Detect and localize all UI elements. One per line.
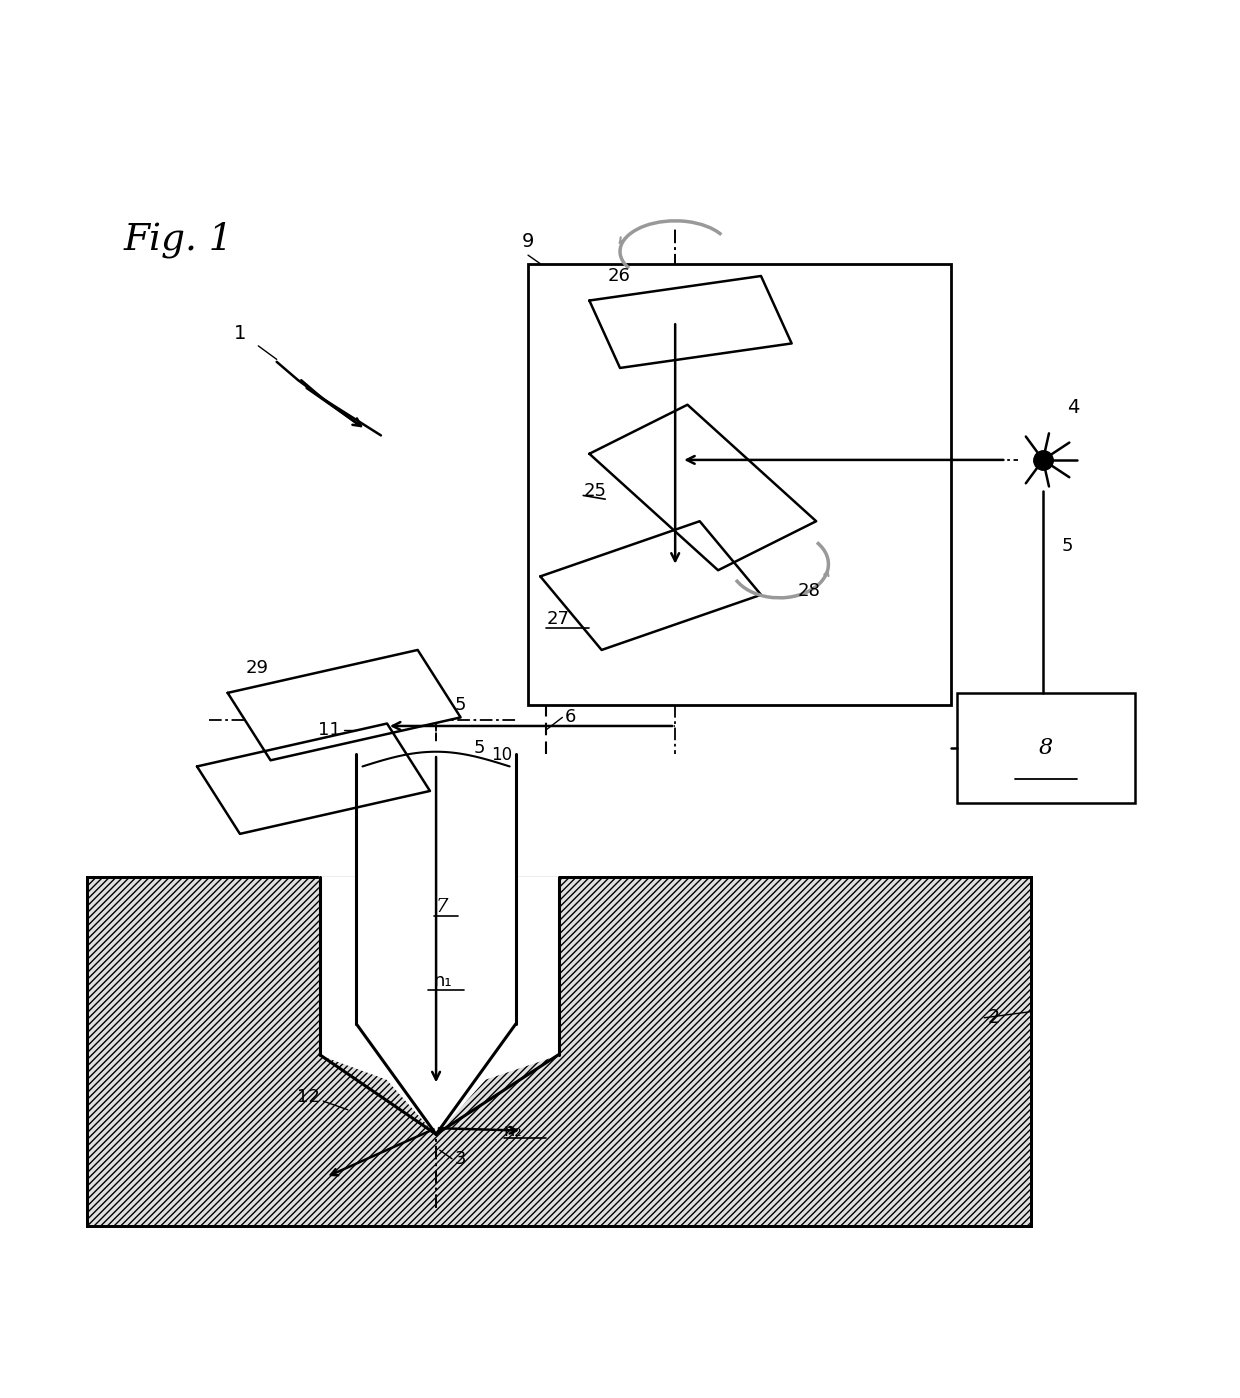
Bar <box>957 693 1135 804</box>
Text: 26: 26 <box>608 267 631 285</box>
Text: n₁: n₁ <box>433 972 451 990</box>
Text: 7: 7 <box>436 899 449 917</box>
Text: 5: 5 <box>455 696 466 714</box>
Text: 6: 6 <box>565 709 577 727</box>
Text: 5: 5 <box>1061 537 1073 555</box>
Text: 8: 8 <box>1039 737 1053 759</box>
Text: 2: 2 <box>988 1008 1001 1028</box>
Text: 25: 25 <box>583 481 606 499</box>
Text: n₂: n₂ <box>503 1121 522 1139</box>
Text: 29: 29 <box>246 660 269 678</box>
Text: 27: 27 <box>547 611 569 628</box>
Text: 10: 10 <box>491 745 512 763</box>
Text: 28: 28 <box>797 582 821 600</box>
Polygon shape <box>228 650 460 761</box>
Text: 5: 5 <box>474 740 485 758</box>
Polygon shape <box>589 405 816 570</box>
Text: 3: 3 <box>455 1149 466 1167</box>
Polygon shape <box>589 275 791 368</box>
Text: 9: 9 <box>522 232 534 252</box>
Text: 4: 4 <box>1068 398 1080 417</box>
Text: Fig. 1: Fig. 1 <box>124 221 233 257</box>
Bar <box>87 877 1030 1226</box>
Bar <box>87 877 1030 1226</box>
Polygon shape <box>320 877 559 1134</box>
Text: 1: 1 <box>234 324 247 344</box>
Polygon shape <box>356 742 516 1123</box>
Bar <box>528 264 951 705</box>
Bar <box>87 877 1030 1226</box>
Polygon shape <box>197 724 430 833</box>
Text: 11: 11 <box>317 720 341 738</box>
Polygon shape <box>541 521 761 650</box>
Text: 12: 12 <box>296 1089 320 1106</box>
